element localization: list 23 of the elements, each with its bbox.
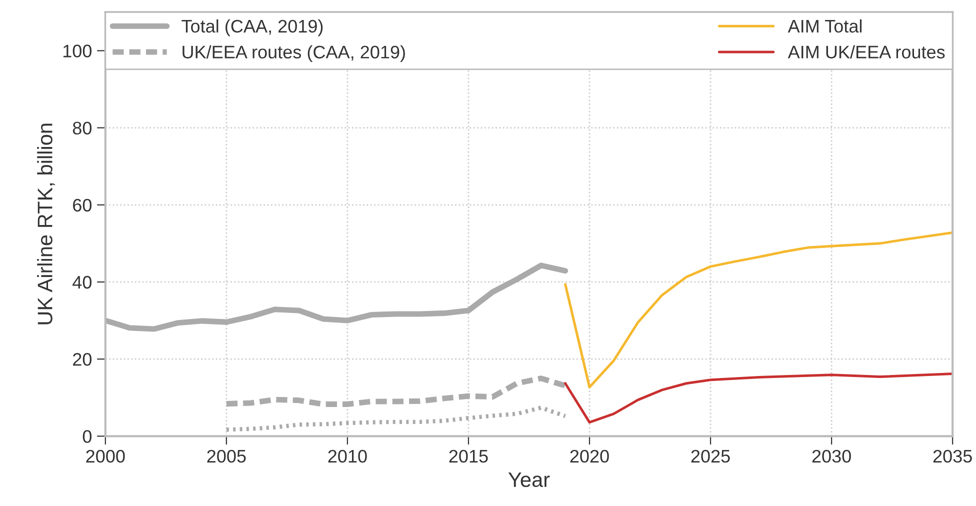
x-tick-label: 2005	[207, 450, 246, 463]
x-axis-title: Year	[508, 472, 550, 488]
legend-label: Total (CAA, 2019)	[182, 19, 323, 36]
line-series	[564, 372, 953, 424]
y-tick-label: 40	[72, 276, 92, 289]
y-tick-label: 80	[72, 122, 92, 135]
y-tick-label: 20	[73, 353, 92, 366]
y-axis-title: UK Airline RTK, billion	[37, 124, 55, 324]
x-tick-label: 2020	[570, 450, 609, 463]
legend-label: AIM Total	[788, 19, 862, 33]
legend-label: AIM UK/EEA routes	[788, 45, 945, 58]
x-tick-label: 2025	[691, 450, 730, 463]
line-series	[224, 406, 568, 432]
x-tick-label: 2015	[449, 450, 488, 463]
y-tick-label: 100	[63, 44, 92, 58]
x-tick-label: 2035	[933, 450, 972, 463]
x-tick-label: 2000	[86, 450, 125, 463]
x-tick-label: 2030	[812, 450, 851, 463]
y-tick-label: 0	[82, 430, 92, 443]
legend-label: UK/EEA routes (CAA, 2019)	[182, 45, 405, 62]
line-series	[564, 231, 953, 388]
x-tick-label: 2010	[328, 450, 367, 463]
y-tick-label: 60	[73, 198, 92, 212]
